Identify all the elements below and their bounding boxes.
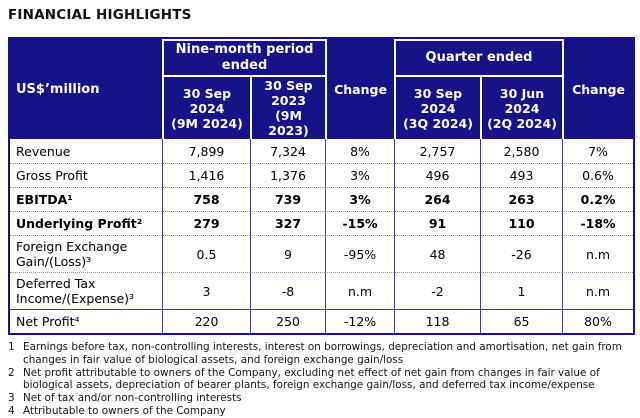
footnote-2: 2 Net profit attributable to owners of t… (8, 367, 632, 393)
footnote-text: Attributable to owners of the Company (23, 404, 226, 417)
cell-value: 264 (394, 187, 481, 211)
group-header-nine-month: Nine-month period ended (162, 39, 326, 77)
cell-value: 758 (162, 187, 250, 211)
footnote-number: 1 (8, 341, 15, 353)
footnote-1: 1 Earnings before tax, non-controlling i… (8, 341, 632, 367)
cell-value: n.m (325, 272, 395, 309)
cell-value: 0.6% (562, 163, 634, 187)
cell-value: 7,324 (250, 139, 326, 163)
col-header-2q-2024: 30 Jun 2024 (2Q 2024) (480, 77, 563, 139)
row-label: Underlying Profit² (10, 211, 162, 235)
group-header-quarter: Quarter ended (394, 39, 563, 77)
cell-value: 496 (394, 163, 481, 187)
cell-value: 118 (394, 309, 481, 333)
cell-value: 1,376 (250, 163, 326, 187)
col-header-3q-2024: 30 Sep 2024 (3Q 2024) (394, 77, 481, 139)
cell-value: 220 (162, 309, 250, 333)
cell-value: -95% (325, 235, 395, 272)
header-group-row: US$’million Nine-month period ended Chan… (10, 39, 634, 139)
financial-highlights-table: US$’million Nine-month period ended Chan… (8, 37, 636, 335)
cell-value: 7% (562, 139, 634, 163)
cell-value: 9 (250, 235, 326, 272)
cell-value: 3% (325, 187, 395, 211)
cell-value: 65 (480, 309, 563, 333)
cell-value: n.m (562, 272, 634, 309)
cell-value: 493 (480, 163, 563, 187)
cell-value: n.m (562, 235, 634, 272)
footnote-3: 3 Net of tax and/or non-controlling inte… (8, 392, 632, 405)
cell-value: 0.5 (162, 235, 250, 272)
col-header-9m-2024: 30 Sep 2024 (9M 2024) (162, 77, 250, 139)
cell-value: 2,757 (394, 139, 481, 163)
row-label: Foreign Exchange Gain/(Loss)³ (10, 235, 162, 272)
table-row-ebitda: EBITDA¹ 758 739 3% 264 263 0.2% (10, 187, 634, 211)
row-label: Net Profit⁴ (10, 309, 162, 333)
cell-value: 8% (325, 139, 395, 163)
footnote-number: 4 (8, 404, 15, 417)
footnote-number: 3 (8, 392, 15, 405)
footnotes: 1 Earnings before tax, non-controlling i… (8, 341, 632, 418)
cell-value: 739 (250, 187, 326, 211)
col-header-9m-2023: 30 Sep 2023 (9M 2023) (250, 77, 326, 139)
row-label: Revenue (10, 139, 162, 163)
cell-value: 327 (250, 211, 326, 235)
footnote-number: 2 (8, 366, 15, 379)
change-header-nine-month: Change (325, 39, 395, 139)
row-label: EBITDA¹ (10, 187, 162, 211)
cell-value: -2 (394, 272, 481, 309)
change-header-quarter: Change (562, 39, 634, 139)
cell-value: -12% (325, 309, 395, 333)
cell-value: 263 (480, 187, 563, 211)
cell-value: 279 (162, 211, 250, 235)
footnote-4: 4 Attributable to owners of the Company (8, 405, 632, 418)
cell-value: 3% (325, 163, 395, 187)
table-row-net-profit: Net Profit⁴ 220 250 -12% 118 65 80% (10, 309, 634, 333)
cell-value: 2,580 (480, 139, 563, 163)
cell-value: 1 (480, 272, 563, 309)
table-row-foreign-exchange: Foreign Exchange Gain/(Loss)³ 0.5 9 -95%… (10, 235, 634, 272)
cell-value: 80% (562, 309, 634, 333)
cell-value: 48 (394, 235, 481, 272)
cell-value: -26 (480, 235, 563, 272)
page-title: FINANCIAL HIGHLIGHTS (8, 7, 192, 23)
cell-value: -8 (250, 272, 326, 309)
table-row-underlying-profit: Underlying Profit² 279 327 -15% 91 110 -… (10, 211, 634, 235)
footnote-text: Net profit attributable to owners of the… (23, 366, 600, 392)
cell-value: 0.2% (562, 187, 634, 211)
cell-value: 110 (480, 211, 563, 235)
table-row-deferred-tax: Deferred Tax Income/(Expense)³ 3 -8 n.m … (10, 272, 634, 309)
cell-value: 250 (250, 309, 326, 333)
table-row-gross-profit: Gross Profit 1,416 1,376 3% 496 493 0.6% (10, 163, 634, 187)
footnote-text: Net of tax and/or non-controlling intere… (23, 392, 242, 405)
unit-header: US$’million (10, 39, 162, 139)
footnote-text: Earnings before tax, non-controlling int… (23, 341, 622, 366)
row-label: Gross Profit (10, 163, 162, 187)
table-row-revenue: Revenue 7,899 7,324 8% 2,757 2,580 7% (10, 139, 634, 163)
cell-value: 3 (162, 272, 250, 309)
row-label: Deferred Tax Income/(Expense)³ (10, 272, 162, 309)
cell-value: 1,416 (162, 163, 250, 187)
cell-value: -15% (325, 211, 395, 235)
cell-value: 7,899 (162, 139, 250, 163)
cell-value: 91 (394, 211, 481, 235)
header-sub-row: 30 Sep 2024 (9M 2024) 30 Sep 2023 (9M 20… (10, 77, 633, 139)
cell-value: -18% (562, 211, 634, 235)
